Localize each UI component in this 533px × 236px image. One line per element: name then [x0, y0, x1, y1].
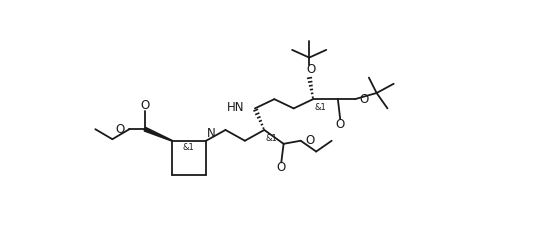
Text: O: O	[306, 63, 316, 76]
Text: N: N	[207, 127, 216, 140]
Text: O: O	[336, 118, 345, 131]
Polygon shape	[144, 127, 172, 141]
Text: O: O	[360, 93, 369, 106]
Text: &1: &1	[182, 143, 194, 152]
Text: O: O	[277, 161, 286, 174]
Text: HN: HN	[228, 101, 245, 114]
Text: &1: &1	[314, 103, 326, 112]
Text: O: O	[140, 99, 150, 112]
Text: O: O	[116, 123, 125, 136]
Text: O: O	[305, 134, 314, 147]
Text: &1: &1	[266, 134, 278, 143]
